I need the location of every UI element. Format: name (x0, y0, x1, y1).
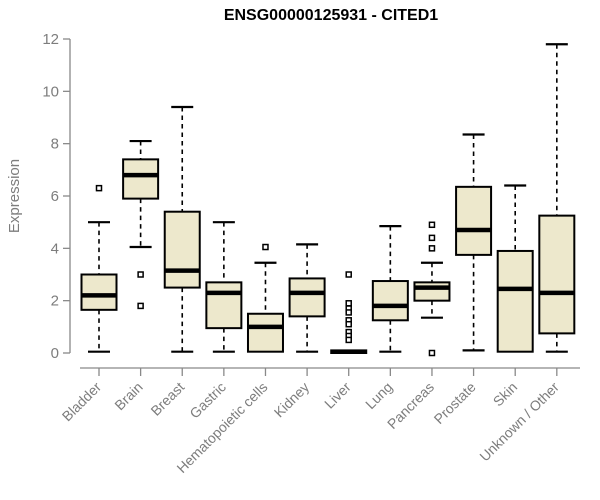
y-tick-label: 4 (51, 240, 59, 257)
box-bladder (80, 184, 118, 353)
iqr-box (288, 277, 326, 318)
y-axis-label: Expression (6, 159, 23, 233)
x-tick-label: Prostate (431, 379, 479, 427)
outlier-point (137, 271, 144, 278)
box-hematopoietic-cells (246, 243, 284, 353)
x-tick-label: Liver (321, 379, 354, 412)
x-tick-label: Breast (147, 379, 187, 419)
y-tick-label: 2 (51, 293, 59, 310)
iqr-box (371, 280, 409, 322)
x-tick-label: Brain (111, 379, 145, 413)
y-tick-label: 0 (51, 345, 59, 362)
outlier-point (137, 302, 144, 310)
box-kidney (288, 243, 326, 353)
outlier-point (262, 243, 269, 251)
outlier-point (345, 300, 352, 307)
chart-title: ENSG00000125931 - CITED1 (224, 7, 438, 24)
box-brain (122, 139, 160, 310)
box-unknown-other (538, 43, 576, 353)
outlier-point (345, 320, 352, 328)
iqr-box (80, 273, 118, 311)
box-gastric (205, 221, 243, 353)
box-lung (371, 224, 409, 353)
box-pancreas (413, 221, 451, 357)
outlier-point (428, 221, 436, 229)
iqr-box (163, 210, 201, 289)
x-tick-label: Bladder (59, 379, 105, 425)
outlier-point (345, 336, 352, 344)
iqr-box (246, 312, 284, 353)
outlier-point (428, 245, 436, 252)
iqr-box (538, 214, 576, 335)
outlier-point (428, 234, 436, 242)
box-skin (496, 184, 534, 353)
x-tick-label: Skin (490, 379, 521, 410)
iqr-box (122, 158, 160, 200)
outlier-point (345, 309, 352, 316)
box-plots (80, 43, 576, 357)
iqr-box (496, 249, 534, 353)
box-prostate (455, 133, 493, 352)
iqr-box (455, 185, 493, 256)
iqr-box (413, 281, 451, 302)
outlier-point (95, 184, 103, 192)
y-tick-label: 10 (42, 83, 59, 100)
outlier-point (345, 271, 352, 278)
box-liver (330, 271, 368, 354)
box-breast (163, 105, 201, 353)
y-tick-label: 6 (51, 188, 59, 205)
y-tick-label: 12 (42, 31, 59, 48)
x-tick-label: Unknown / Other (476, 379, 562, 465)
x-tick-label: Kidney (271, 379, 313, 421)
y-tick-label: 8 (51, 136, 59, 153)
x-tick-label: Lung (362, 379, 395, 412)
iqr-box (205, 281, 243, 330)
outlier-point (428, 349, 436, 357)
